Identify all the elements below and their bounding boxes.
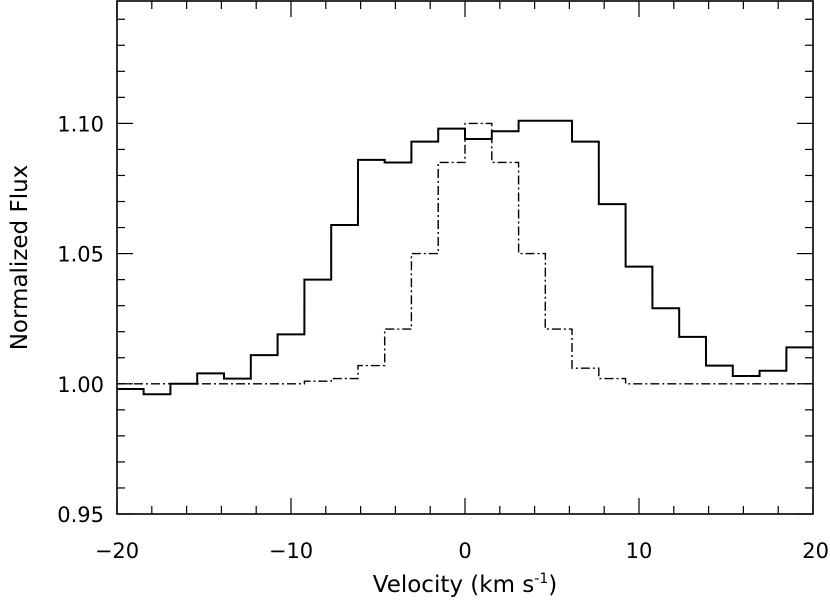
tick-marks [116,1,814,515]
x-tick-label: −10 [269,539,313,563]
x-axis-title-text: Velocity (km s [373,572,535,598]
y-axis-title: Normalized Flux [7,165,33,351]
x-tick-label: 10 [626,539,653,563]
y-tick-label: 1.00 [57,373,104,397]
x-axis-title: Velocity (km s-1) [373,571,557,598]
x-axis-title-end: ) [548,572,557,598]
x-tick-label: 0 [458,539,471,563]
y-tick-label: 1.05 [57,243,104,267]
x-tick-label: −20 [95,539,139,563]
x-tick-label: 20 [802,539,829,563]
series-dashdot-line [117,122,813,385]
tick-labels: −20 −10 0 10 20 0.95 1.00 1.05 1.10 [57,112,829,563]
y-tick-label: 1.10 [57,112,104,136]
plot-frame [116,0,814,515]
x-axis-title-sup: -1 [534,571,548,587]
y-tick-label: 0.95 [57,503,104,527]
series-group [117,119,813,396]
